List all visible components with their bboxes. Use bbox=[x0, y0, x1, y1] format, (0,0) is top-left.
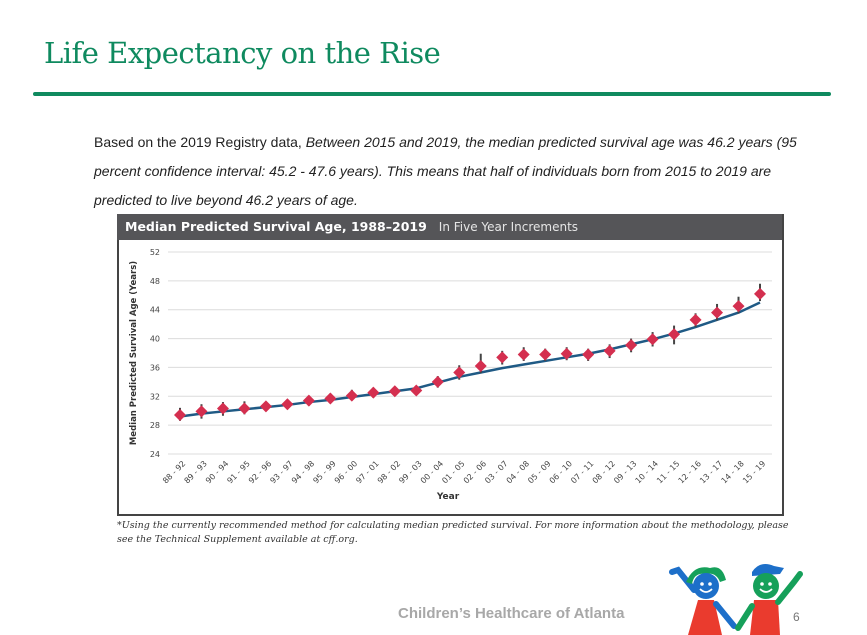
childrens-logo-icon bbox=[669, 564, 803, 635]
data-point bbox=[281, 398, 294, 411]
x-tick-label: 94 - 98 bbox=[290, 459, 316, 485]
y-tick-label: 44 bbox=[150, 306, 160, 315]
footnote: *Using the currently recommended method … bbox=[117, 520, 789, 545]
chart-frame bbox=[117, 214, 784, 516]
x-tick-label: 03 - 07 bbox=[483, 459, 509, 485]
x-tick-label: 15 - 19 bbox=[741, 459, 767, 485]
x-tick-label: 00 - 04 bbox=[419, 459, 445, 485]
x-tick-label: 99 - 03 bbox=[397, 459, 423, 485]
x-tick-label: 98 - 02 bbox=[376, 459, 402, 485]
trend-line bbox=[179, 301, 761, 418]
data-point bbox=[582, 348, 595, 361]
chart-title: Median Predicted Survival Age, 1988–2019 bbox=[125, 219, 427, 234]
x-tick-label: 89 - 93 bbox=[182, 459, 208, 485]
data-point bbox=[238, 402, 251, 415]
x-tick-label: 07 - 11 bbox=[569, 459, 595, 485]
y-tick-label: 28 bbox=[150, 421, 160, 430]
data-point bbox=[410, 384, 423, 397]
y-tick-label: 48 bbox=[150, 277, 160, 286]
y-axis-label: Median Predicted Survival Age (Years) bbox=[129, 261, 139, 445]
x-tick-label: 93 - 97 bbox=[268, 459, 294, 485]
data-point bbox=[603, 344, 616, 357]
y-tick-label: 24 bbox=[150, 450, 160, 459]
brand-name: Children’s Healthcare of Atlanta bbox=[398, 605, 625, 622]
x-tick-label: 12 - 16 bbox=[677, 459, 703, 485]
title-divider bbox=[33, 92, 831, 96]
error-bars bbox=[179, 283, 761, 421]
x-tick-label: 91 - 95 bbox=[225, 459, 251, 485]
x-tick-label: 96 - 00 bbox=[333, 459, 359, 485]
data-point bbox=[388, 385, 401, 398]
data-point bbox=[174, 409, 186, 422]
data-point bbox=[625, 339, 638, 352]
data-point bbox=[496, 351, 509, 364]
data-point bbox=[517, 348, 530, 361]
y-tick-labels: 24 28 32 36 40 44 48 52 bbox=[150, 248, 160, 459]
data-point bbox=[732, 300, 745, 313]
x-tick-label: 13 - 17 bbox=[698, 459, 724, 485]
data-point bbox=[539, 348, 552, 361]
data-point bbox=[474, 359, 487, 372]
y-tick-label: 32 bbox=[150, 392, 160, 401]
data-point bbox=[560, 347, 573, 360]
page-number: 6 bbox=[793, 610, 800, 624]
data-point bbox=[431, 375, 444, 388]
data-point bbox=[754, 287, 766, 300]
data-point bbox=[453, 366, 466, 379]
x-tick-label: 08 - 12 bbox=[591, 459, 617, 485]
slide-title: Life Expectancy on the Rise bbox=[44, 36, 441, 70]
chart-header: Median Predicted Survival Age, 1988–2019… bbox=[117, 214, 782, 240]
x-tick-label: 97 - 01 bbox=[354, 459, 380, 485]
x-tick-label: 05 - 09 bbox=[526, 459, 552, 485]
x-tick-label: 92 - 96 bbox=[247, 459, 273, 485]
data-point bbox=[367, 386, 380, 399]
data-point bbox=[668, 328, 681, 341]
y-tick-label: 40 bbox=[150, 335, 160, 344]
data-point bbox=[711, 306, 724, 319]
x-tick-label: 95 - 99 bbox=[311, 459, 337, 485]
data-point bbox=[345, 389, 358, 402]
data-point bbox=[195, 405, 208, 418]
chart-subtitle: In Five Year Increments bbox=[438, 220, 579, 234]
trend-line-group bbox=[179, 301, 761, 418]
data-point bbox=[646, 333, 659, 346]
intro-paragraph: Based on the 2019 Registry data, Between… bbox=[94, 128, 814, 215]
x-tick-label: 01 - 05 bbox=[440, 459, 466, 485]
data-point bbox=[216, 402, 229, 415]
data-point bbox=[302, 394, 315, 407]
intro-plain-text: Based on the 2019 Registry data, bbox=[94, 134, 306, 150]
data-point bbox=[324, 392, 337, 405]
x-tick-label: 02 - 06 bbox=[462, 459, 488, 485]
x-axis-label: Year bbox=[436, 492, 460, 502]
x-tick-label: 04 - 08 bbox=[505, 459, 531, 485]
x-tick-label: 14 - 18 bbox=[720, 459, 746, 485]
intro-italic-text: Between 2015 and 2019, the median predic… bbox=[94, 134, 797, 208]
x-tick-label: 90 - 94 bbox=[204, 459, 230, 485]
data-point bbox=[689, 313, 702, 326]
x-tick-label: 09 - 13 bbox=[612, 459, 638, 485]
data-markers bbox=[174, 287, 766, 422]
x-tick-label: 06 - 10 bbox=[548, 459, 574, 485]
data-point bbox=[259, 400, 272, 413]
x-tick-label: 88 - 92 bbox=[161, 459, 187, 485]
y-tick-label: 52 bbox=[150, 248, 160, 257]
y-tick-label: 36 bbox=[150, 363, 160, 372]
gridlines bbox=[168, 251, 772, 455]
x-tick-label: 10 - 14 bbox=[634, 459, 660, 485]
x-tick-label: 11 - 15 bbox=[655, 459, 681, 485]
